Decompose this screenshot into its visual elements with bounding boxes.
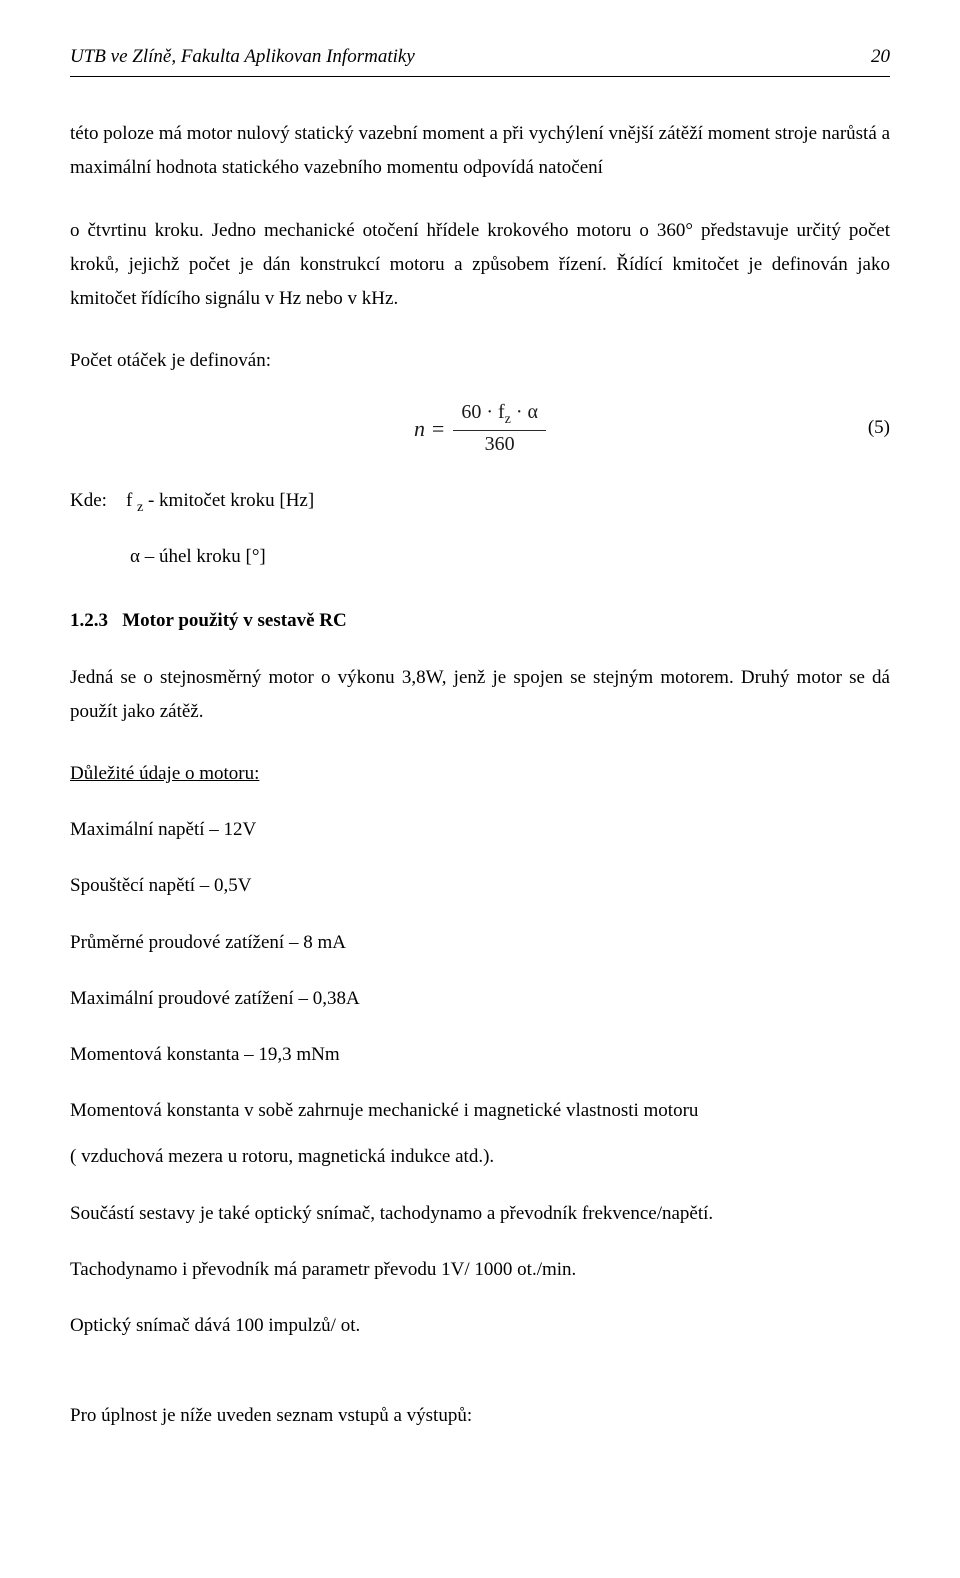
body-p6: Maximální proudové zatížení – 0,38A xyxy=(70,982,890,1016)
body-p3: Maximální napětí – 12V xyxy=(70,813,890,847)
body-p7: Momentová konstanta – 19,3 mNm xyxy=(70,1038,890,1072)
eq-num-alpha: · α xyxy=(511,401,538,423)
page-header: UTB ve Zlíně, Fakulta Aplikovan Informat… xyxy=(70,40,890,74)
paragraph-1: této poloze má motor nulový statický vaz… xyxy=(70,117,890,185)
body-p13: Pro úplnost je níže uveden seznam vstupů… xyxy=(70,1399,890,1433)
where-line-1: Kde: f z - kmitočet kroku [Hz] xyxy=(70,484,890,520)
equation-number: (5) xyxy=(868,411,890,445)
where-item1-prefix: f xyxy=(126,490,137,511)
paragraph-2: o čtvrtinu kroku. Jedno mechanické otoče… xyxy=(70,214,890,317)
body-p5: Průměrné proudové zatížení – 8 mA xyxy=(70,926,890,960)
body-p2: Důležité údaje o motoru: xyxy=(70,757,890,791)
equation-fraction: 60 · fz · α 360 xyxy=(453,401,546,456)
body-p4: Spouštěcí napětí – 0,5V xyxy=(70,869,890,903)
body-p1: Jedná se o stejnosměrný motor o výkonu 3… xyxy=(70,661,890,729)
body-p12: Optický snímač dává 100 impulzů/ ot. xyxy=(70,1309,890,1343)
equation-denominator: 360 xyxy=(477,431,523,456)
equation-formula: n = 60 · fz · α 360 xyxy=(414,401,546,456)
body-p2-text: Důležité údaje o motoru: xyxy=(70,763,259,784)
body-p10: Součástí sestavy je také optický snímač,… xyxy=(70,1197,890,1231)
where-item1-rest: - kmitočet kroku [Hz] xyxy=(143,490,314,511)
equation-block: n = 60 · fz · α 360 (5) xyxy=(70,396,890,460)
section-heading: 1.2.3 Motor použitý v sestavě RC xyxy=(70,604,890,638)
section-number: 1.2.3 xyxy=(70,610,108,631)
equation-lhs: n = xyxy=(414,409,445,449)
eq-num-main: 60 · f xyxy=(461,401,504,423)
body-p8: Momentová konstanta v sobě zahrnuje mech… xyxy=(70,1094,890,1128)
equation-numerator: 60 · fz · α xyxy=(453,401,546,431)
where-line-2: α – úhel kroku [°] xyxy=(130,540,890,574)
section-title: Motor použitý v sestavě RC xyxy=(122,610,346,631)
body-p11: Tachodynamo i převodník má parametr přev… xyxy=(70,1253,890,1287)
header-institution: UTB ve Zlíně, Fakulta Aplikovan Informat… xyxy=(70,40,415,74)
body-p9: ( vzduchová mezera u rotoru, magnetická … xyxy=(70,1140,890,1174)
header-underline xyxy=(70,76,890,77)
where-label: Kde: xyxy=(70,490,107,511)
paragraph-3: Počet otáček je definován: xyxy=(70,344,890,378)
header-page-number: 20 xyxy=(871,40,890,74)
